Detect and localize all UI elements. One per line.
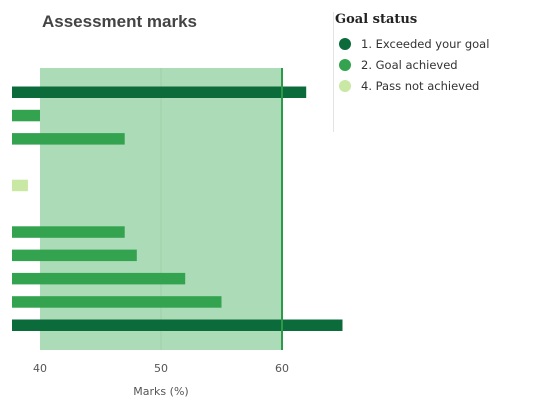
legend-divider	[333, 12, 334, 132]
legend-swatch-exceeded	[339, 38, 351, 50]
legend-swatch-not-achieved	[339, 80, 351, 92]
bar	[12, 296, 222, 308]
bar	[12, 250, 137, 262]
bar	[12, 87, 306, 99]
legend-label: 2. Goal achieved	[361, 58, 458, 72]
bar	[12, 226, 125, 238]
legend-item-exceeded: 1. Exceeded your goal	[339, 33, 538, 54]
legend: Goal status 1. Exceeded your goal 2. Goa…	[333, 8, 538, 96]
legend-item-not-achieved: 4. Pass not achieved	[339, 75, 538, 96]
legend-label: 1. Exceeded your goal	[361, 37, 489, 51]
legend-title: Goal status	[335, 12, 538, 27]
bar	[12, 273, 185, 285]
bar-chart: 40 50 60 Marks (%)	[0, 0, 345, 400]
legend-item-achieved: 2. Goal achieved	[339, 54, 538, 75]
bar	[12, 110, 40, 122]
bar	[12, 180, 28, 192]
x-tick-label: 60	[275, 362, 289, 375]
legend-swatch-achieved	[339, 59, 351, 71]
x-tick-label: 50	[154, 362, 168, 375]
bar	[12, 320, 343, 332]
x-axis-label: Marks (%)	[133, 385, 188, 398]
x-tick-label: 40	[33, 362, 47, 375]
legend-label: 4. Pass not achieved	[361, 79, 479, 93]
bar	[12, 133, 125, 145]
